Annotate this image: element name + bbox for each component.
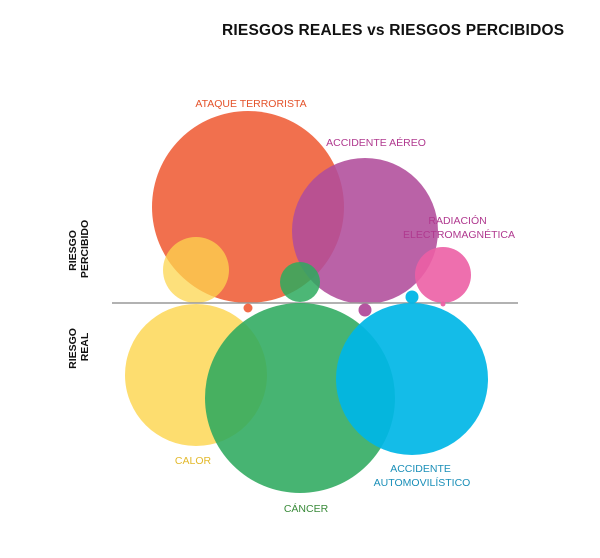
air-label-line1: ACCIDENTE AÉREO: [326, 136, 426, 149]
car-perceived-circle: [405, 290, 419, 304]
heat-perceived-circle: [163, 237, 229, 303]
radiation-label-line1: RADIACIÓN: [428, 214, 486, 227]
heat-label: CALOR: [175, 455, 212, 467]
cancer-label: CÁNCER: [284, 502, 329, 515]
terrorism-label-line1: ATAQUE TERRORISTA: [195, 98, 306, 110]
terrorism-real-circle: [243, 303, 253, 313]
air-real-circle: [358, 303, 372, 317]
radiation-label: RADIACIÓN ELECTROMAGNÉTICA: [403, 214, 515, 241]
air-perceived-circle: [292, 158, 438, 304]
car-label: ACCIDENTE AUTOMOVILÍSTICO: [374, 463, 471, 489]
cancer-perceived-circle: [280, 262, 320, 302]
radiation-perceived-circle: [415, 247, 471, 303]
cancer-label-line1: CÁNCER: [284, 502, 329, 515]
air-label: ACCIDENTE AÉREO: [326, 136, 426, 149]
radiation-label-line2: ELECTROMAGNÉTICA: [403, 228, 515, 241]
heat-label-line1: CALOR: [175, 455, 212, 467]
real-axis-label: RIESGO REAL: [67, 325, 91, 369]
radiation-real-circle: [440, 301, 446, 307]
car-real-circle: [336, 303, 488, 455]
car-label-line2: AUTOMOVILÍSTICO: [374, 476, 471, 489]
real-axis-label-line2: REAL: [79, 332, 91, 361]
car-label-line1: ACCIDENTE: [390, 463, 451, 475]
page-title: RIESGOS REALES vs RIESGOS PERCIBIDOS: [222, 22, 565, 39]
real-axis-label-line1: RIESGO: [67, 328, 79, 369]
perceived-axis-label: RIESGO PERCIBIDO: [67, 220, 91, 278]
terrorism-label: ATAQUE TERRORISTA: [195, 98, 306, 110]
perceived-axis-label-line1: RIESGO: [67, 230, 79, 271]
perceived-axis-label-line2: PERCIBIDO: [79, 220, 91, 278]
